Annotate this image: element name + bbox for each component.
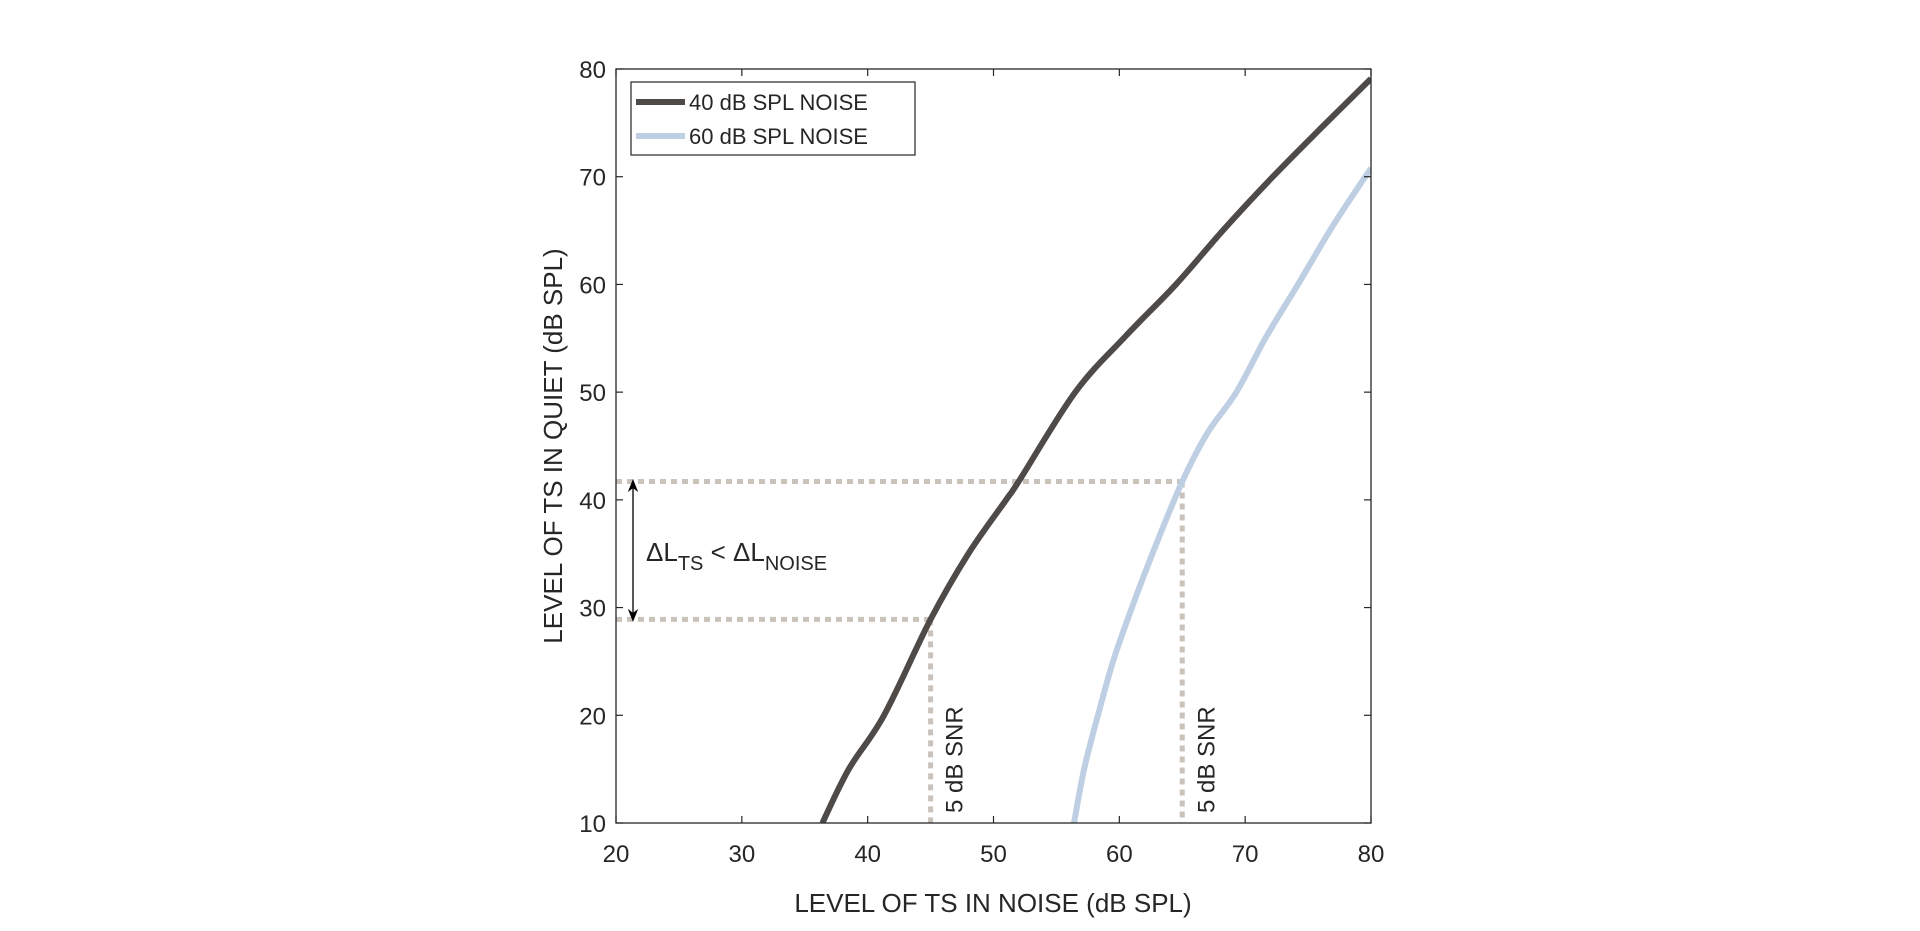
y-tick-label: 60 [579,272,606,299]
y-tick-label: 40 [579,488,606,515]
y-tick-label: 20 [579,703,606,730]
y-tick-label: 50 [579,380,606,407]
legend-label-40db: 40 dB SPL NOISE [689,90,868,115]
delta-annotation: ΔLTS < ΔLNOISE [627,479,827,622]
series-line-60db [1071,166,1371,823]
x-tick-label: 70 [1232,841,1259,868]
y-tick-label: 80 [579,57,606,84]
x-tick-label: 50 [980,841,1007,868]
series-line-40db [819,76,1371,823]
reference-lines: 5 dB SNR 5 dB SNR [616,479,1220,823]
x-axis-label: LEVEL OF TS IN NOISE (dB SPL) [794,888,1191,918]
y-axis-label: LEVEL OF TS IN QUIET (dB SPL) [538,248,568,643]
x-tick-label: 40 [854,841,881,868]
snr-label: 5 dB SNR [1193,706,1220,813]
x-tick-label: 80 [1358,841,1385,868]
legend-box [630,81,916,156]
legend-label-60db: 60 dB SPL NOISE [689,124,868,149]
y-tick-label: 30 [579,596,606,623]
x-tick-label: 30 [728,841,755,868]
plot-area-frame [615,68,1372,824]
delta-label: ΔLTS < ΔLNOISE [646,537,827,575]
axis-ticks: 20 30 40 50 60 70 80 10 20 30 40 50 60 70 80 [579,57,1384,868]
series-lines [819,76,1371,823]
x-tick-label: 20 [603,841,630,868]
y-tick-label: 70 [579,165,606,192]
y-tick-label: 10 [579,811,606,838]
x-tick-label: 60 [1106,841,1133,868]
snr-label: 5 dB SNR [942,706,969,813]
legend: 40 dB SPL NOISE 60 dB SPL NOISE [630,81,916,156]
